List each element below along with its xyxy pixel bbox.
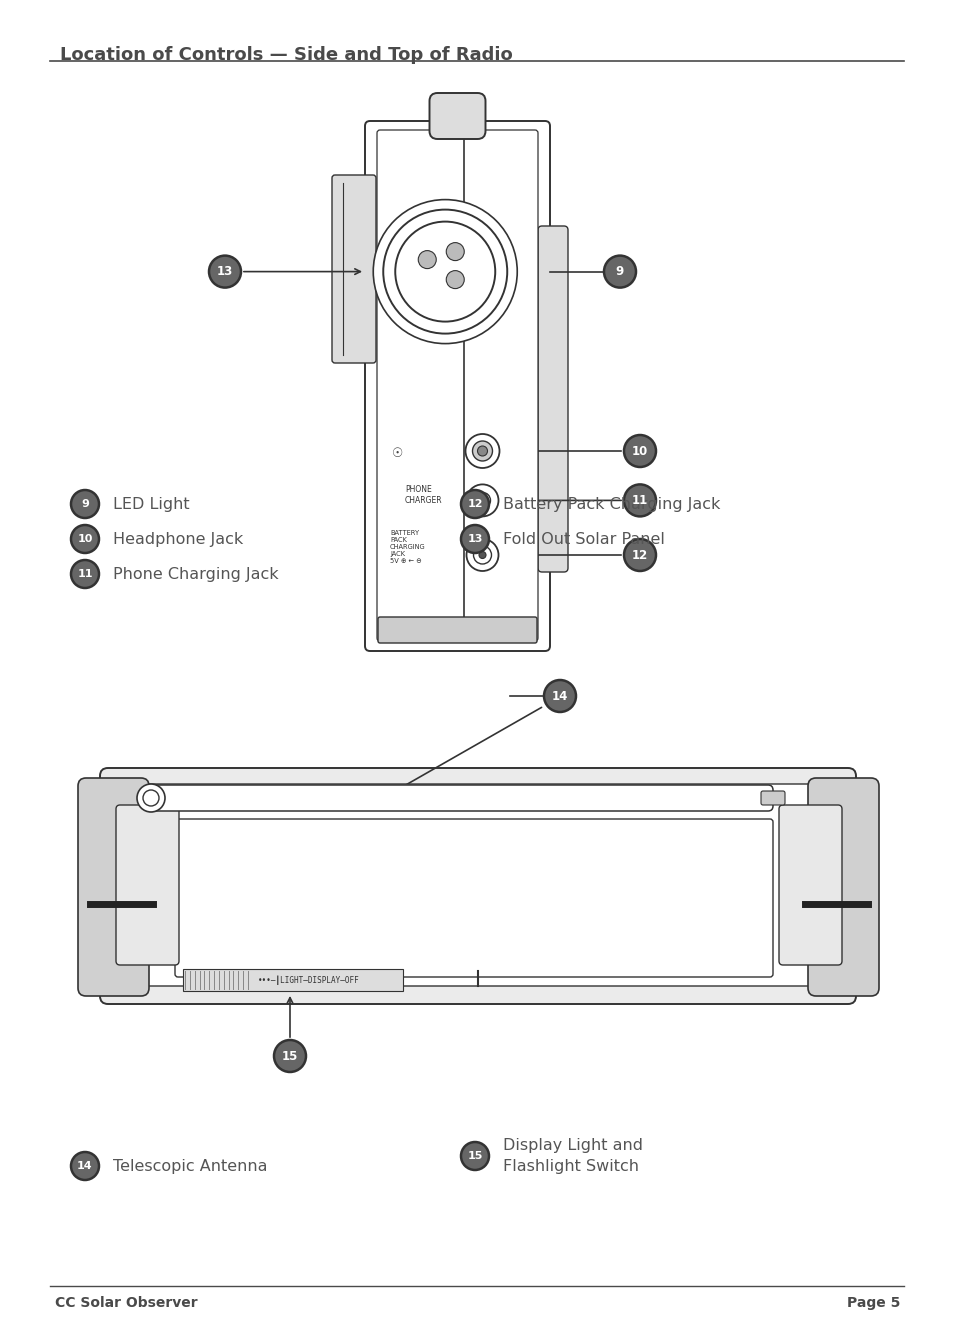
Text: Fold Out Solar Panel: Fold Out Solar Panel — [502, 532, 664, 546]
Circle shape — [274, 1039, 306, 1071]
Circle shape — [143, 790, 159, 806]
Text: 15: 15 — [281, 1050, 298, 1062]
Circle shape — [603, 255, 636, 287]
Text: BATTERY
PACK
CHARGING
JACK
5V ⊕ ← ⊖: BATTERY PACK CHARGING JACK 5V ⊕ ← ⊖ — [390, 530, 425, 564]
Text: Display Light and
Flashlight Switch: Display Light and Flashlight Switch — [502, 1138, 642, 1174]
Text: 10: 10 — [631, 445, 647, 457]
FancyBboxPatch shape — [376, 130, 537, 641]
Text: Page 5: Page 5 — [845, 1296, 899, 1311]
Circle shape — [623, 485, 656, 517]
Text: Headphone Jack: Headphone Jack — [112, 532, 243, 546]
Text: •••—┃LIGHT–DISPLAY–OFF: •••—┃LIGHT–DISPLAY–OFF — [257, 975, 359, 985]
Text: 12: 12 — [631, 549, 647, 561]
Text: PHONE
CHARGER: PHONE CHARGER — [405, 485, 442, 505]
Circle shape — [466, 538, 498, 570]
Circle shape — [383, 210, 507, 334]
Circle shape — [71, 1152, 99, 1180]
Circle shape — [543, 680, 576, 712]
Text: 13: 13 — [467, 534, 482, 544]
FancyBboxPatch shape — [100, 768, 855, 1003]
Circle shape — [460, 1142, 489, 1170]
FancyBboxPatch shape — [807, 778, 878, 997]
Text: 13: 13 — [216, 265, 233, 278]
Circle shape — [478, 552, 485, 558]
Circle shape — [446, 271, 464, 289]
FancyBboxPatch shape — [148, 786, 772, 811]
Text: 14: 14 — [77, 1161, 92, 1170]
Text: 15: 15 — [467, 1152, 482, 1161]
Circle shape — [373, 199, 517, 343]
Text: CC Solar Observer: CC Solar Observer — [55, 1296, 197, 1311]
FancyBboxPatch shape — [78, 778, 149, 997]
Text: 9: 9 — [81, 500, 89, 509]
Text: Battery Pack Charging Jack: Battery Pack Charging Jack — [502, 497, 720, 512]
Text: 9: 9 — [616, 265, 623, 278]
Circle shape — [71, 490, 99, 518]
FancyBboxPatch shape — [332, 175, 375, 363]
FancyBboxPatch shape — [116, 806, 179, 965]
FancyBboxPatch shape — [125, 784, 830, 986]
Circle shape — [473, 546, 491, 564]
Circle shape — [417, 251, 436, 269]
Circle shape — [460, 525, 489, 553]
FancyBboxPatch shape — [537, 226, 567, 572]
Circle shape — [623, 436, 656, 468]
Circle shape — [477, 446, 487, 456]
Text: Telescopic Antenna: Telescopic Antenna — [112, 1158, 267, 1173]
Circle shape — [466, 485, 498, 517]
FancyBboxPatch shape — [377, 617, 537, 643]
FancyBboxPatch shape — [429, 94, 485, 139]
FancyBboxPatch shape — [365, 122, 550, 651]
Bar — [183, 969, 402, 991]
FancyBboxPatch shape — [760, 791, 784, 806]
Circle shape — [474, 493, 490, 509]
FancyBboxPatch shape — [779, 806, 841, 965]
Circle shape — [209, 255, 241, 287]
Text: LED Light: LED Light — [112, 497, 190, 512]
Text: Location of Controls — Side and Top of Radio: Location of Controls — Side and Top of R… — [60, 45, 512, 64]
Text: 14: 14 — [551, 689, 568, 703]
Text: 11: 11 — [631, 494, 647, 506]
Circle shape — [478, 497, 486, 505]
Text: 10: 10 — [77, 534, 92, 544]
Circle shape — [472, 441, 492, 461]
Circle shape — [446, 243, 464, 261]
Text: 12: 12 — [467, 500, 482, 509]
Circle shape — [137, 784, 165, 812]
FancyBboxPatch shape — [174, 819, 772, 977]
Text: 11: 11 — [77, 569, 92, 578]
Text: Phone Charging Jack: Phone Charging Jack — [112, 566, 278, 581]
Circle shape — [465, 434, 499, 468]
Circle shape — [623, 538, 656, 570]
Circle shape — [460, 490, 489, 518]
Circle shape — [395, 222, 495, 322]
Circle shape — [71, 560, 99, 588]
Text: ☉: ☉ — [392, 448, 403, 460]
Circle shape — [71, 525, 99, 553]
